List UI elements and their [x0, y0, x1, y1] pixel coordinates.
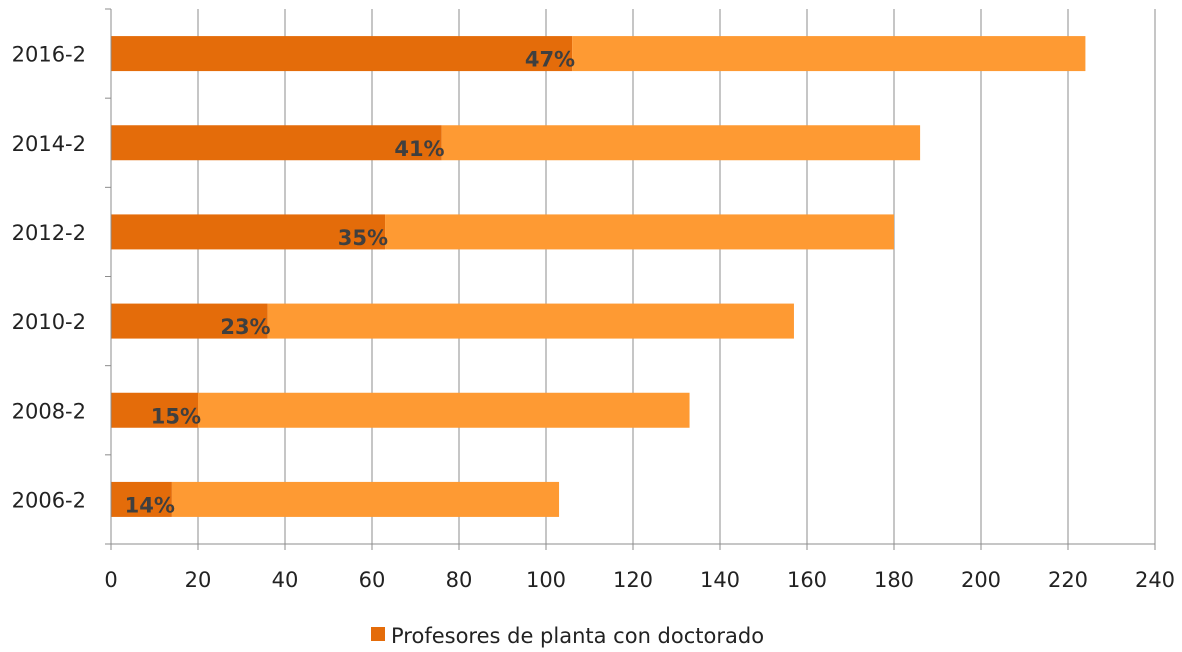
bars — [111, 36, 1086, 517]
data-label: 47% — [525, 48, 575, 72]
bar-series-1-2016-2 — [572, 36, 1086, 72]
bar-series-1-2010-2 — [267, 303, 794, 339]
x-tick-label: 120 — [613, 568, 653, 592]
bar-series-0-2010-2 — [111, 303, 268, 339]
x-tick-label: 100 — [526, 568, 566, 592]
bar-series-0-2006-2 — [111, 481, 172, 517]
x-tick-label: 20 — [185, 568, 212, 592]
x-tick-labels: 0 20 40 60 80 100 120 140 160 180 200 220 240 — [104, 568, 1175, 592]
axes — [105, 8, 1156, 550]
y-category-label: 2008-2 — [12, 399, 86, 423]
legend-label: Profesores de planta con doctorado — [391, 624, 764, 648]
y-category-labels: 2016-2 2014-2 2012-2 2010-2 2008-2 2006-2 — [12, 43, 86, 513]
x-tick-label: 140 — [700, 568, 740, 592]
bar-series-0-2014-2 — [111, 125, 442, 161]
gridlines — [197, 9, 1156, 544]
y-category-label: 2016-2 — [12, 43, 86, 67]
y-category-label: 2012-2 — [12, 221, 86, 245]
y-category-label: 2014-2 — [12, 132, 86, 156]
bar-series-0-2008-2 — [111, 392, 198, 428]
x-tick-label: 0 — [104, 568, 117, 592]
bar-series-1-2012-2 — [385, 214, 894, 250]
data-label: 35% — [338, 226, 388, 250]
y-category-label: 2006-2 — [12, 488, 86, 512]
x-tick-label: 180 — [874, 568, 914, 592]
x-tick-label: 240 — [1135, 568, 1175, 592]
data-label: 23% — [220, 315, 270, 339]
bar-series-0-2016-2 — [111, 36, 573, 72]
data-labels: 47% 41% 35% 23% 15% 14% — [125, 48, 575, 518]
data-label: 15% — [151, 404, 201, 428]
bar-series-1-2006-2 — [171, 481, 560, 517]
bar-series-0-2012-2 — [111, 214, 386, 250]
x-tick-label: 160 — [787, 568, 827, 592]
y-category-label: 2010-2 — [12, 310, 86, 334]
x-tick-label: 200 — [961, 568, 1001, 592]
bar-series-1-2014-2 — [441, 125, 921, 161]
bar-series-1-2008-2 — [198, 392, 690, 428]
legend: Profesores de planta con doctorado — [371, 624, 764, 648]
data-label: 41% — [394, 137, 444, 161]
x-tick-label: 220 — [1048, 568, 1088, 592]
x-tick-label: 40 — [272, 568, 299, 592]
x-tick-label: 80 — [446, 568, 473, 592]
x-tick-label: 60 — [359, 568, 386, 592]
data-label: 14% — [125, 493, 175, 517]
legend-swatch — [371, 627, 385, 641]
